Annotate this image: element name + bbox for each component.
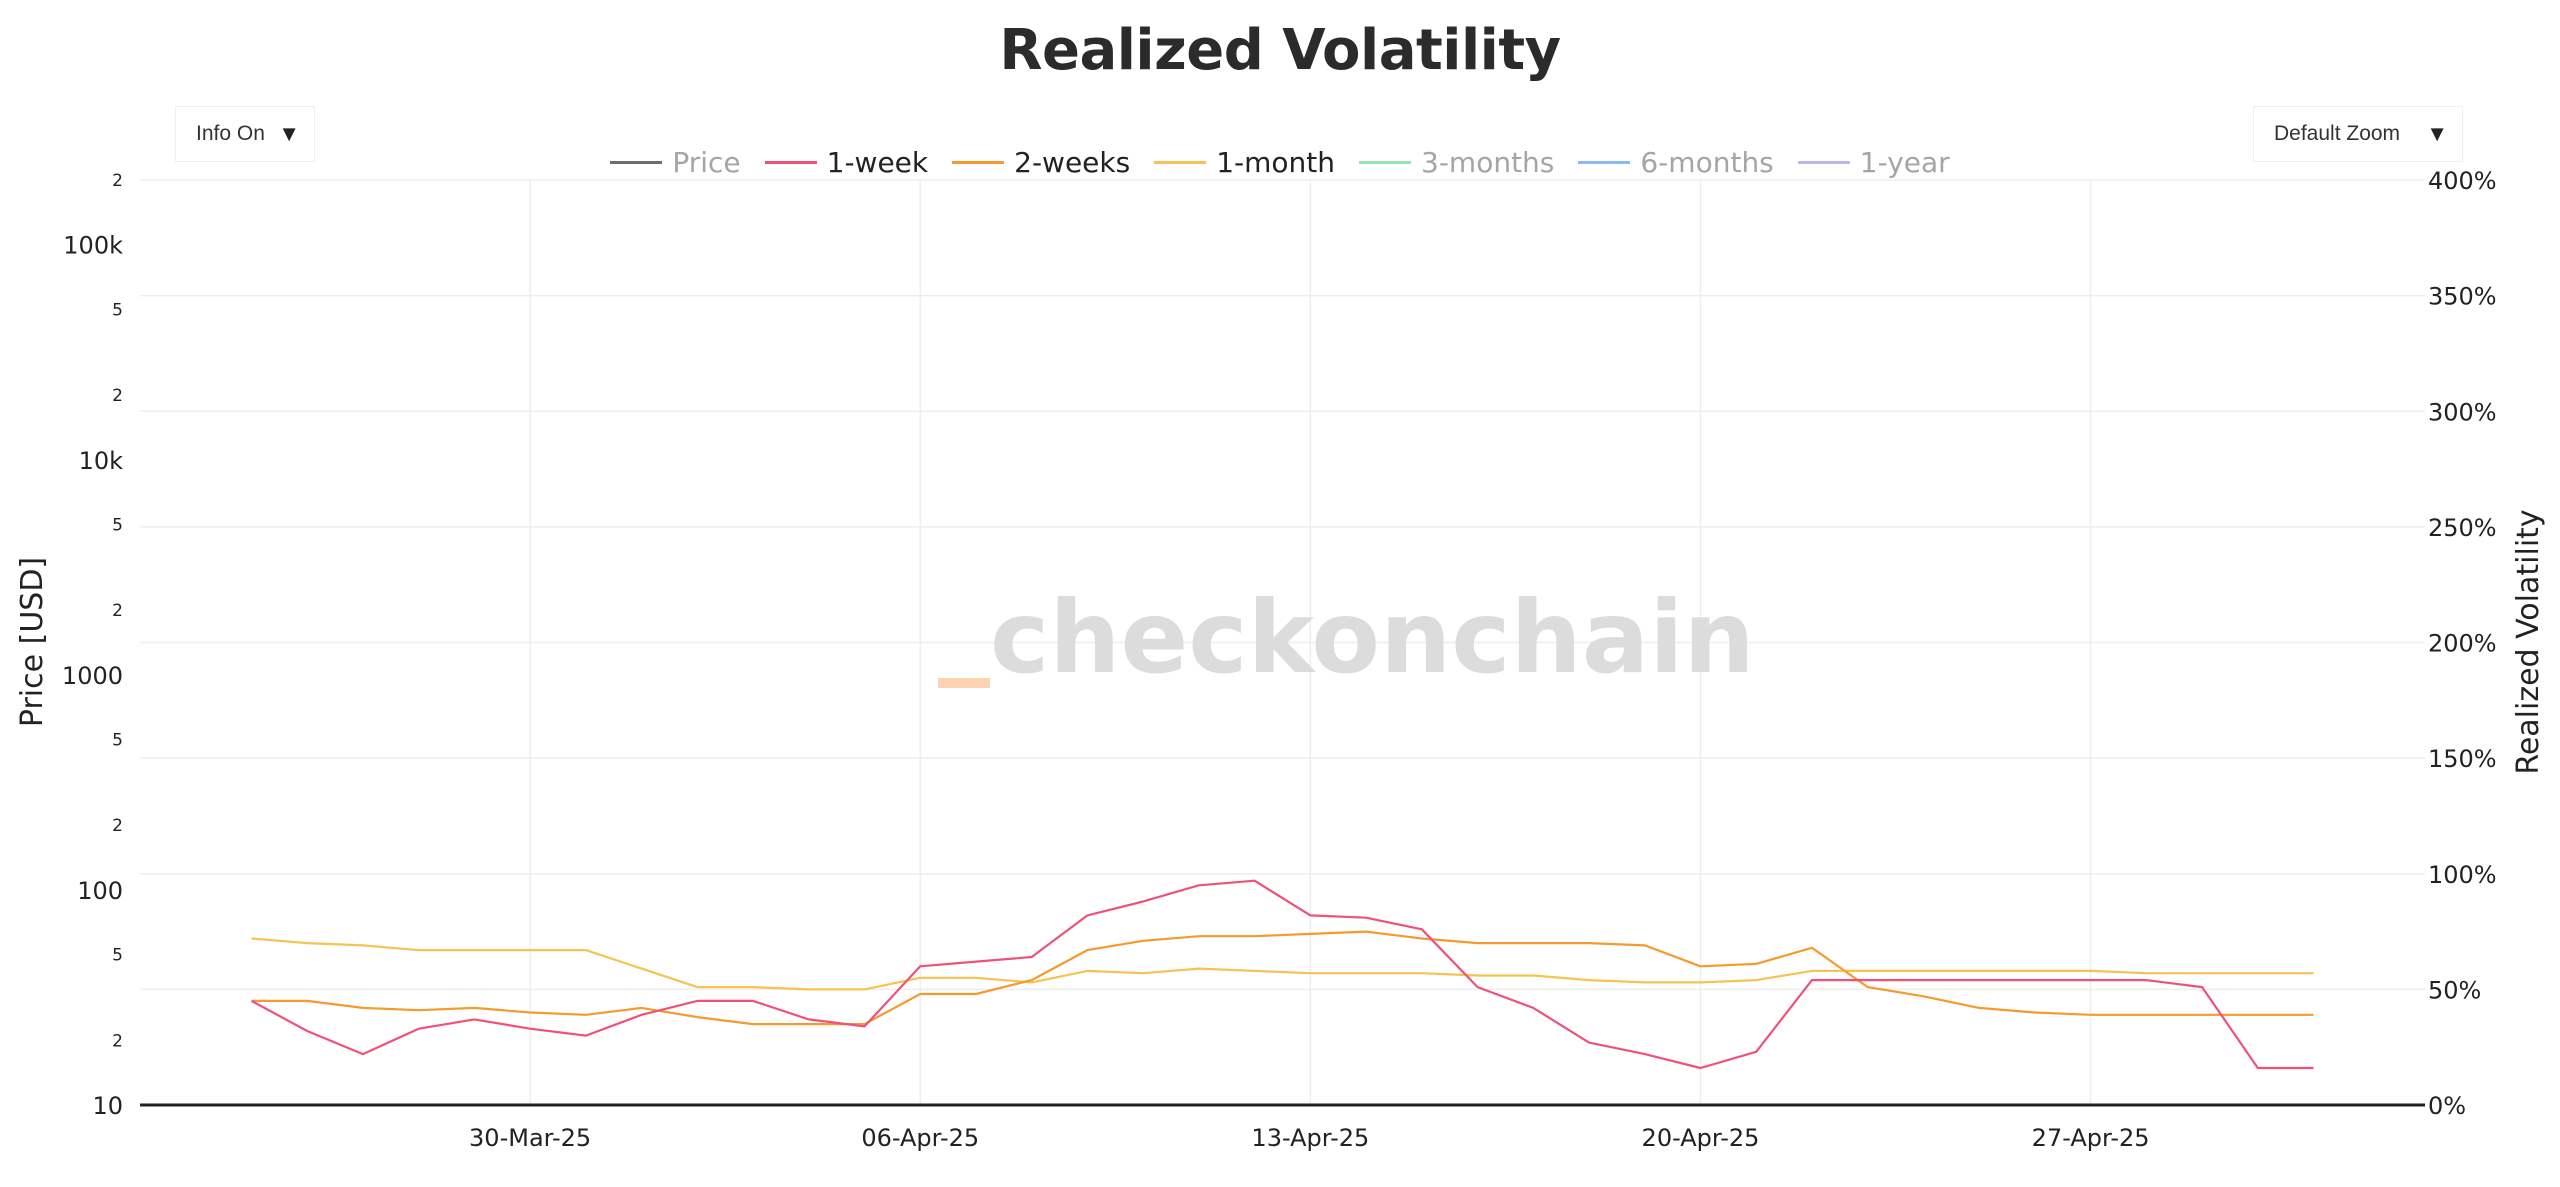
series-line-1-week: [250, 879, 2314, 1070]
legend-item-3-months[interactable]: 3-months: [1359, 146, 1554, 179]
series-layer: [250, 879, 2314, 1070]
legend-label: 1-month: [1216, 146, 1335, 179]
left-minor-tick-label: 2: [112, 601, 123, 621]
legend-label: 3-months: [1421, 146, 1555, 179]
info-toggle-label: Info On: [196, 122, 265, 145]
legend-item-1-year[interactable]: 1-year: [1797, 146, 1950, 179]
legend-item-2-weeks[interactable]: 2-weeks: [952, 146, 1130, 179]
left-tick-label: 100k: [63, 232, 123, 260]
left-minor-tick-label: 5: [112, 946, 123, 966]
legend-label: 1-year: [1859, 146, 1950, 179]
legend-swatch: [610, 161, 663, 164]
legend-label: 6-months: [1640, 146, 1774, 179]
watermark-text: checkonchain: [990, 579, 1755, 696]
legend-swatch: [952, 161, 1005, 164]
right-tick-label: 100%: [2428, 861, 2497, 889]
left-axis-ticks: 100k 10k 1000 100 10 2 5 2 5 2 5 2 5 2: [62, 171, 123, 1120]
left-axis-title: Price [USD]: [15, 557, 50, 727]
left-tick-label: 10k: [79, 447, 124, 475]
legend-item-1-month[interactable]: 1-month: [1154, 146, 1335, 179]
legend-label: 1-week: [826, 146, 929, 179]
right-tick-label: 250%: [2428, 514, 2497, 542]
legend-swatch: [1154, 161, 1207, 164]
zoom-label: Default Zoom: [2274, 122, 2401, 145]
left-tick-label: 10: [92, 1092, 123, 1120]
left-minor-tick-label: 2: [112, 171, 123, 191]
x-tick-label: 30-Mar-25: [469, 1124, 591, 1152]
left-minor-tick-label: 2: [112, 386, 123, 406]
legend-item-1-week[interactable]: 1-week: [764, 146, 929, 179]
right-tick-label: 50%: [2428, 976, 2481, 1004]
right-axis-ticks: 400% 350% 300% 250% 200% 150% 100% 50% 0%: [2428, 167, 2497, 1120]
series-line-1-month: [251, 937, 2314, 991]
legend-swatch: [1797, 161, 1850, 164]
left-tick-label: 100: [77, 877, 123, 905]
x-tick-label: 06-Apr-25: [861, 1124, 979, 1152]
x-tick-label: 20-Apr-25: [1642, 1124, 1760, 1152]
info-toggle-dropdown[interactable]: Info On ▼: [175, 106, 315, 162]
left-tick-label: 1000: [62, 662, 123, 690]
x-tick-label: 27-Apr-25: [2032, 1124, 2150, 1152]
left-minor-tick-label: 2: [112, 816, 123, 836]
watermark: checkonchain: [938, 579, 1755, 696]
legend-swatch: [764, 161, 817, 164]
right-tick-label: 200%: [2428, 630, 2497, 658]
x-axis-ticks: 30-Mar-25 06-Apr-25 13-Apr-25 20-Apr-25 27-A…: [469, 1124, 2149, 1152]
right-tick-label: 300%: [2428, 398, 2497, 426]
legend-item-6-months[interactable]: 6-months: [1578, 146, 1774, 179]
left-minor-tick-label: 5: [112, 300, 123, 320]
legend-item-price[interactable]: Price: [610, 146, 741, 179]
right-tick-label: 150%: [2428, 745, 2497, 773]
left-minor-tick-label: 2: [112, 1031, 123, 1051]
left-minor-tick-label: 5: [112, 516, 123, 536]
chart-title: Realized Volatility: [999, 18, 1561, 83]
x-tick-label: 13-Apr-25: [1251, 1124, 1369, 1152]
chevron-down-icon: ▼: [2426, 121, 2448, 146]
legend-label: 2-weeks: [1014, 146, 1131, 179]
right-axis-title: Realized Volatility: [2511, 509, 2546, 774]
watermark-accent: [938, 678, 990, 688]
left-minor-tick-label: 5: [112, 731, 123, 751]
series-line-2-weeks: [251, 930, 2314, 1026]
legend-label: Price: [672, 146, 741, 179]
chevron-down-icon: ▼: [278, 121, 300, 146]
zoom-dropdown[interactable]: Default Zoom ▼: [2253, 106, 2463, 162]
right-tick-label: 0%: [2428, 1092, 2466, 1120]
legend-swatch: [1359, 161, 1411, 164]
chart-legend: Price 1-week 2-weeks 1-month 3-months 6-month…: [0, 146, 2560, 179]
right-tick-label: 350%: [2428, 283, 2497, 311]
right-tick-label: 400%: [2428, 167, 2497, 195]
legend-swatch: [1578, 161, 1631, 164]
